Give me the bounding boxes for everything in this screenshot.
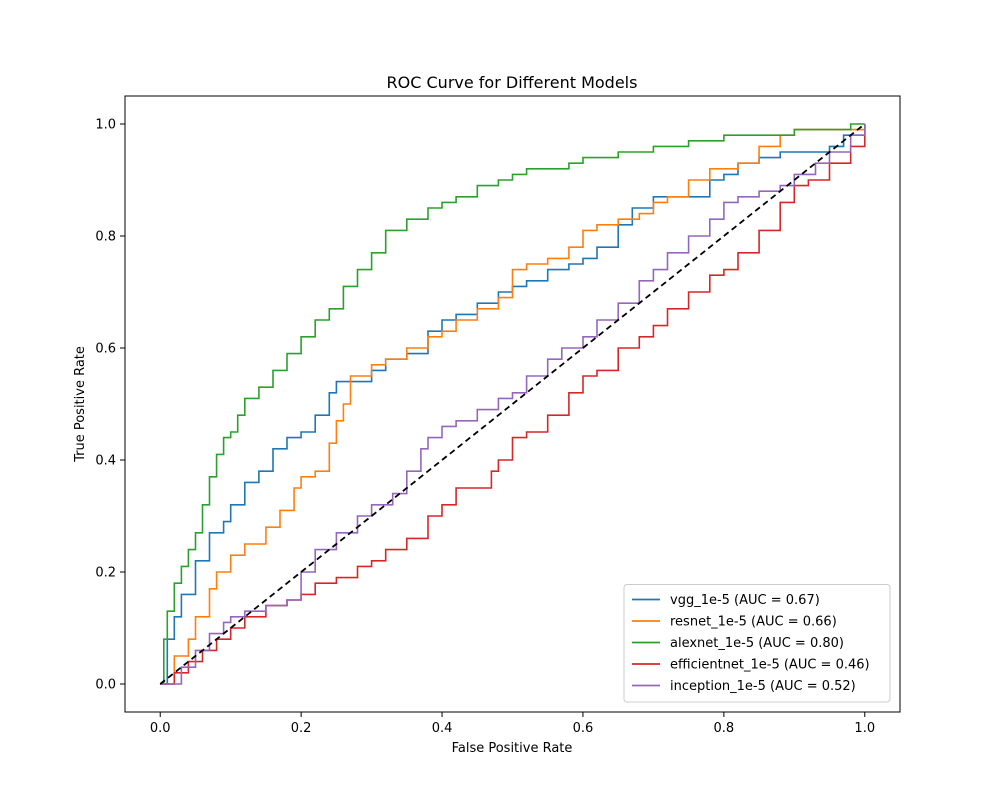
x-tick-label: 0.2 [291, 721, 312, 736]
axes-frame [124, 95, 901, 713]
x-tick-label: 0.6 [573, 721, 594, 736]
y-tick-label: 0.4 [95, 454, 116, 469]
y-tick-label: 0.0 [95, 678, 116, 693]
legend: vgg_1e-5 (AUC = 0.67) resnet_1e-5 (AUC = … [623, 584, 891, 703]
x-tick-label: 1.0 [854, 721, 875, 736]
legend-box [623, 584, 891, 703]
x-tick-label: 0.4 [432, 721, 453, 736]
x-tick-label: 0.8 [714, 721, 735, 736]
x-tick-label: 0.0 [150, 721, 171, 736]
series-line-vgg_1e-5 [160, 124, 866, 685]
y-axis-label: True Positive Rate [73, 346, 88, 463]
legend-entry: inception_1e-5 (AUC = 0.52) [670, 679, 856, 694]
series-line-alexnet_1e-5 [160, 123, 865, 685]
legend-entry: alexnet_1e-5 (AUC = 0.80) [670, 636, 844, 651]
series-line-inception_1e-5 [160, 124, 866, 685]
y-tick-label: 0.6 [95, 342, 116, 357]
y-tick-label: 1.0 [95, 118, 116, 133]
axis-ticks: 0.0 0.2 0.4 0.6 0.8 1.0 0.0 0.2 0.4 0.6 0.8 1.0 [95, 118, 875, 737]
y-tick-label: 0.2 [95, 566, 116, 581]
legend-entry: efficientnet_1e-5 (AUC = 0.46) [670, 658, 870, 673]
x-axis-label: False Positive Rate [452, 741, 573, 756]
series-line-resnet_1e-5 [160, 124, 866, 685]
plot-area [159, 123, 866, 685]
y-tick-label: 0.8 [95, 230, 116, 245]
legend-entry: vgg_1e-5 (AUC = 0.67) [670, 593, 820, 608]
legend-entry: resnet_1e-5 (AUC = 0.66) [670, 615, 837, 630]
chart-title: ROC Curve for Different Models [387, 73, 638, 92]
